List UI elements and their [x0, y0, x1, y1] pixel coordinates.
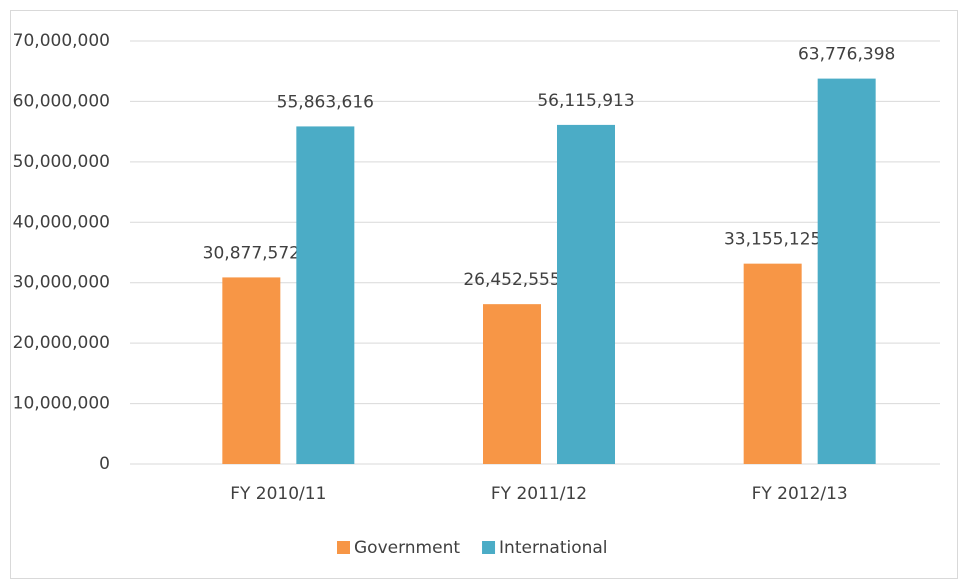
legend-swatch: [337, 541, 350, 554]
y-tick-label: 50,000,000: [13, 152, 110, 172]
data-label: 55,863,616: [277, 92, 374, 112]
legend-swatch: [482, 541, 496, 554]
data-label: 63,776,398: [798, 45, 895, 65]
bar: [222, 277, 281, 464]
legend-label: Government: [354, 538, 460, 558]
y-tick-label: 20,000,000: [13, 333, 110, 353]
data-label: 33,155,125: [724, 230, 821, 250]
y-tick-label: 40,000,000: [13, 212, 110, 232]
bar: [483, 304, 541, 464]
y-tick-label: 30,000,000: [13, 273, 110, 293]
bar: [743, 263, 802, 464]
y-tick-label: 10,000,000: [13, 394, 110, 414]
bar: [296, 126, 355, 465]
data-label: 30,877,572: [203, 243, 300, 263]
y-tick-label: 70,000,000: [13, 31, 110, 51]
legend-label: International: [499, 538, 608, 558]
x-tick-label: FY 2012/13: [752, 484, 848, 504]
y-tick-label: 0: [99, 454, 110, 474]
y-tick-label: 60,000,000: [13, 91, 110, 111]
x-tick-label: FY 2010/11: [230, 484, 326, 504]
x-tick-label: FY 2011/12: [491, 484, 587, 504]
data-label: 26,452,555: [463, 270, 560, 290]
data-label: 56,115,913: [537, 91, 634, 111]
bar: [557, 124, 615, 465]
bar: [817, 78, 876, 464]
